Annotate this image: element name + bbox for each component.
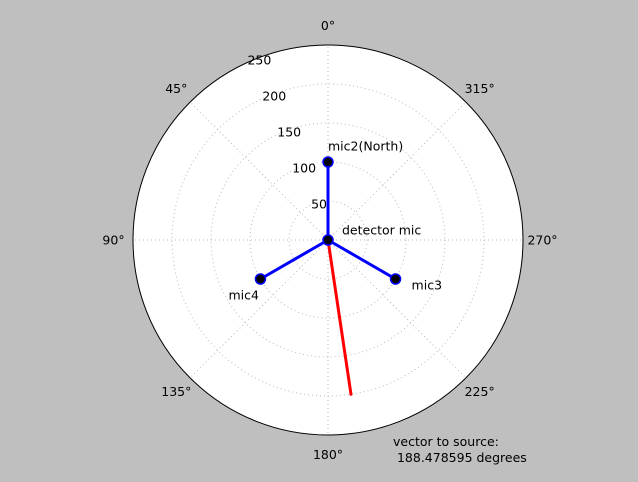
plot-frame xyxy=(132,44,524,436)
label-mic4: mic4 xyxy=(228,288,259,303)
source-vector-line xyxy=(326,238,353,396)
marker-mic3 xyxy=(389,273,402,285)
theta-tick-label-135: 135° xyxy=(161,384,191,399)
label-mic3: mic3 xyxy=(412,278,442,293)
theta-tick-label-315: 315° xyxy=(465,81,495,96)
theta-tick-label-45: 45° xyxy=(165,81,187,96)
theta-tick-label-180: 180° xyxy=(313,447,343,462)
r-tick-label-150: 150 xyxy=(277,124,301,139)
r-grid-circle-50 xyxy=(288,200,368,280)
r-tick-label-250: 250 xyxy=(247,52,271,67)
marker-mic4 xyxy=(254,273,267,285)
theta-grid-line-315 xyxy=(327,101,467,241)
theta-tick-label-90: 90° xyxy=(102,233,124,248)
marker-detector-mic xyxy=(322,234,334,246)
r-grid-circle-100 xyxy=(249,161,407,319)
r-tick-label-50: 50 xyxy=(311,196,327,211)
arm-mic4 xyxy=(258,238,330,281)
theta-grid-line-225 xyxy=(327,239,467,379)
marker-mic2 xyxy=(322,156,334,168)
theta-tick-label-0: 0° xyxy=(321,18,335,33)
theta-tick-label-270: 270° xyxy=(527,233,557,248)
source-annotation: vector to source: 188.478595 degrees xyxy=(393,434,527,465)
theta-grid-line-135 xyxy=(189,239,329,379)
theta-tick-label-225: 225° xyxy=(465,384,495,399)
label-mic2: mic2(North) xyxy=(328,139,403,154)
arm-mic3 xyxy=(326,238,398,281)
theta-grid-line-45 xyxy=(189,101,329,241)
label-detector-mic: detector mic xyxy=(342,223,421,238)
r-tick-label-100: 100 xyxy=(292,160,316,175)
r-tick-label-200: 200 xyxy=(262,88,286,103)
